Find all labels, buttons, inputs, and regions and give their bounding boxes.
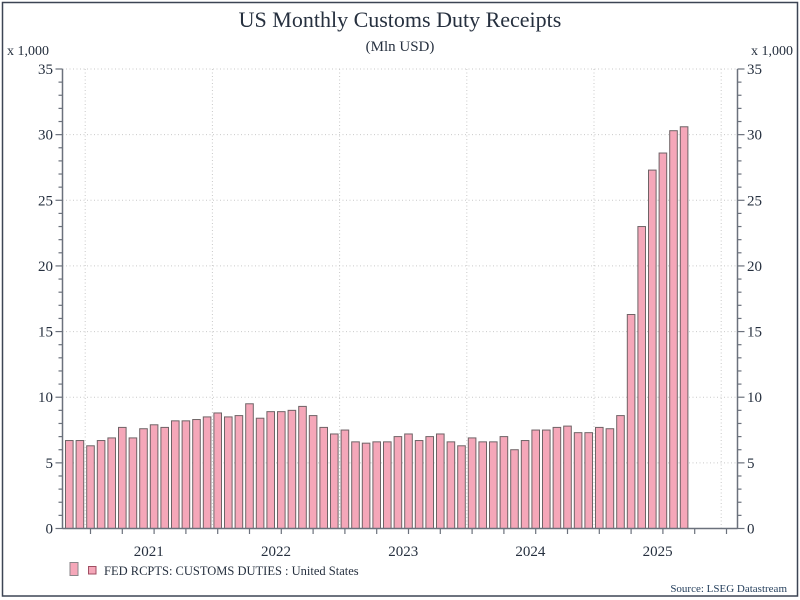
legend-square-marker-icon bbox=[88, 566, 97, 575]
x-year-label: 2021 bbox=[134, 544, 164, 560]
source-credit: Source: LSEG Datastream bbox=[670, 583, 787, 595]
bar-2025-02 bbox=[605, 428, 615, 530]
bar-2022-11 bbox=[319, 426, 328, 529]
bar-2021-08 bbox=[160, 426, 169, 529]
bar-2024-08 bbox=[542, 429, 551, 529]
y-tick-label-left: 20 bbox=[38, 259, 53, 275]
bar-2023-08 bbox=[414, 440, 424, 529]
bar-2022-09 bbox=[298, 405, 307, 530]
bar-2025-05 bbox=[637, 226, 647, 530]
bar-2021-07 bbox=[149, 424, 159, 529]
bar-2022-05 bbox=[255, 417, 265, 529]
bar-2022-10 bbox=[308, 415, 318, 530]
legend-bar-marker-icon bbox=[69, 562, 79, 576]
bar-2022-07 bbox=[277, 411, 286, 529]
y-tick-label-right: 10 bbox=[747, 390, 762, 406]
bar-2021-03 bbox=[107, 437, 117, 530]
bar-2021-05 bbox=[128, 437, 138, 530]
y-tick-label-left: 10 bbox=[38, 390, 53, 406]
bar-2022-08 bbox=[287, 409, 297, 530]
bar-2021-09 bbox=[171, 420, 180, 529]
bar-2022-06 bbox=[266, 411, 275, 529]
bar-2020-11 bbox=[65, 440, 74, 529]
x-year-label: 2024 bbox=[515, 544, 546, 560]
y-tick-label-right: 30 bbox=[747, 128, 762, 144]
bar-2024-05 bbox=[510, 449, 519, 530]
legend: FED RCPTS: CUSTOMS DUTIES : United State… bbox=[69, 562, 359, 578]
bar-2021-02 bbox=[96, 440, 106, 529]
y-tick-label-left: 5 bbox=[46, 456, 54, 472]
bar-2021-10 bbox=[181, 420, 191, 529]
bar-2022-02 bbox=[224, 416, 233, 529]
bar-2022-03 bbox=[234, 415, 244, 530]
bar-2023-03 bbox=[361, 442, 371, 529]
x-year-label: 2023 bbox=[388, 544, 418, 560]
bar-2022-04 bbox=[245, 403, 254, 529]
bar-2021-06 bbox=[139, 428, 148, 530]
x-year-label: 2025 bbox=[643, 544, 673, 560]
bar-2022-12 bbox=[330, 433, 339, 529]
y-tick-label-right: 25 bbox=[747, 193, 762, 209]
bar-2023-09 bbox=[425, 436, 434, 530]
x-year-label: 2022 bbox=[261, 544, 291, 560]
legend-label: FED RCPTS: CUSTOMS DUTIES : United State… bbox=[104, 564, 359, 578]
bar-2025-07 bbox=[658, 152, 668, 529]
y-tick-label-left: 0 bbox=[46, 522, 54, 538]
bar-2024-03 bbox=[489, 441, 498, 530]
bar-2023-11 bbox=[446, 441, 456, 530]
bar-2023-04 bbox=[372, 441, 381, 530]
y-axis-multiplier-right: x 1,000 bbox=[751, 44, 793, 59]
y-tick-label-left: 30 bbox=[38, 128, 53, 144]
y-tick-label-right: 15 bbox=[747, 325, 762, 341]
bar-2021-12 bbox=[202, 416, 212, 529]
y-axis-multiplier-left: x 1,000 bbox=[7, 44, 49, 59]
y-tick-label-right: 35 bbox=[747, 62, 762, 78]
bar-2023-12 bbox=[457, 445, 466, 530]
chart-subtitle: (Mln USD) bbox=[366, 39, 435, 55]
bar-2025-06 bbox=[648, 169, 657, 529]
bar-2023-05 bbox=[383, 441, 392, 530]
bar-2025-09 bbox=[679, 126, 689, 529]
y-tick-label-left: 35 bbox=[38, 62, 53, 78]
bar-2024-09 bbox=[552, 426, 562, 529]
bar-2023-06 bbox=[393, 436, 403, 530]
bar-2021-04 bbox=[118, 426, 127, 529]
bar-2025-04 bbox=[626, 314, 636, 529]
bar-2024-12 bbox=[584, 432, 594, 530]
bar-2023-02 bbox=[351, 441, 360, 530]
bar-2020-12 bbox=[75, 440, 85, 529]
bar-2022-01 bbox=[213, 412, 222, 529]
bar-2024-04 bbox=[499, 436, 509, 530]
bar-2021-11 bbox=[192, 419, 201, 530]
y-tick-label-left: 15 bbox=[38, 325, 53, 341]
bar-2024-11 bbox=[573, 432, 583, 530]
bar-2024-10 bbox=[563, 425, 572, 529]
bar-2025-01 bbox=[595, 426, 604, 529]
bar-2025-08 bbox=[669, 130, 678, 529]
bar-2025-03 bbox=[616, 415, 625, 530]
chart-title: US Monthly Customs Duty Receipts bbox=[239, 7, 562, 32]
y-tick-label-right: 0 bbox=[747, 522, 755, 538]
bar-2023-10 bbox=[436, 433, 445, 529]
y-tick-label-right: 20 bbox=[747, 259, 762, 275]
bar-2024-06 bbox=[520, 440, 530, 529]
bar-2023-07 bbox=[404, 433, 413, 529]
bar-2023-01 bbox=[340, 429, 350, 529]
bar-2024-07 bbox=[531, 429, 541, 529]
y-tick-label-left: 25 bbox=[38, 193, 53, 209]
bar-2024-02 bbox=[478, 441, 487, 530]
bar-2024-01 bbox=[467, 437, 477, 530]
y-tick-label-right: 5 bbox=[747, 456, 755, 472]
bar-2021-01 bbox=[86, 445, 95, 530]
